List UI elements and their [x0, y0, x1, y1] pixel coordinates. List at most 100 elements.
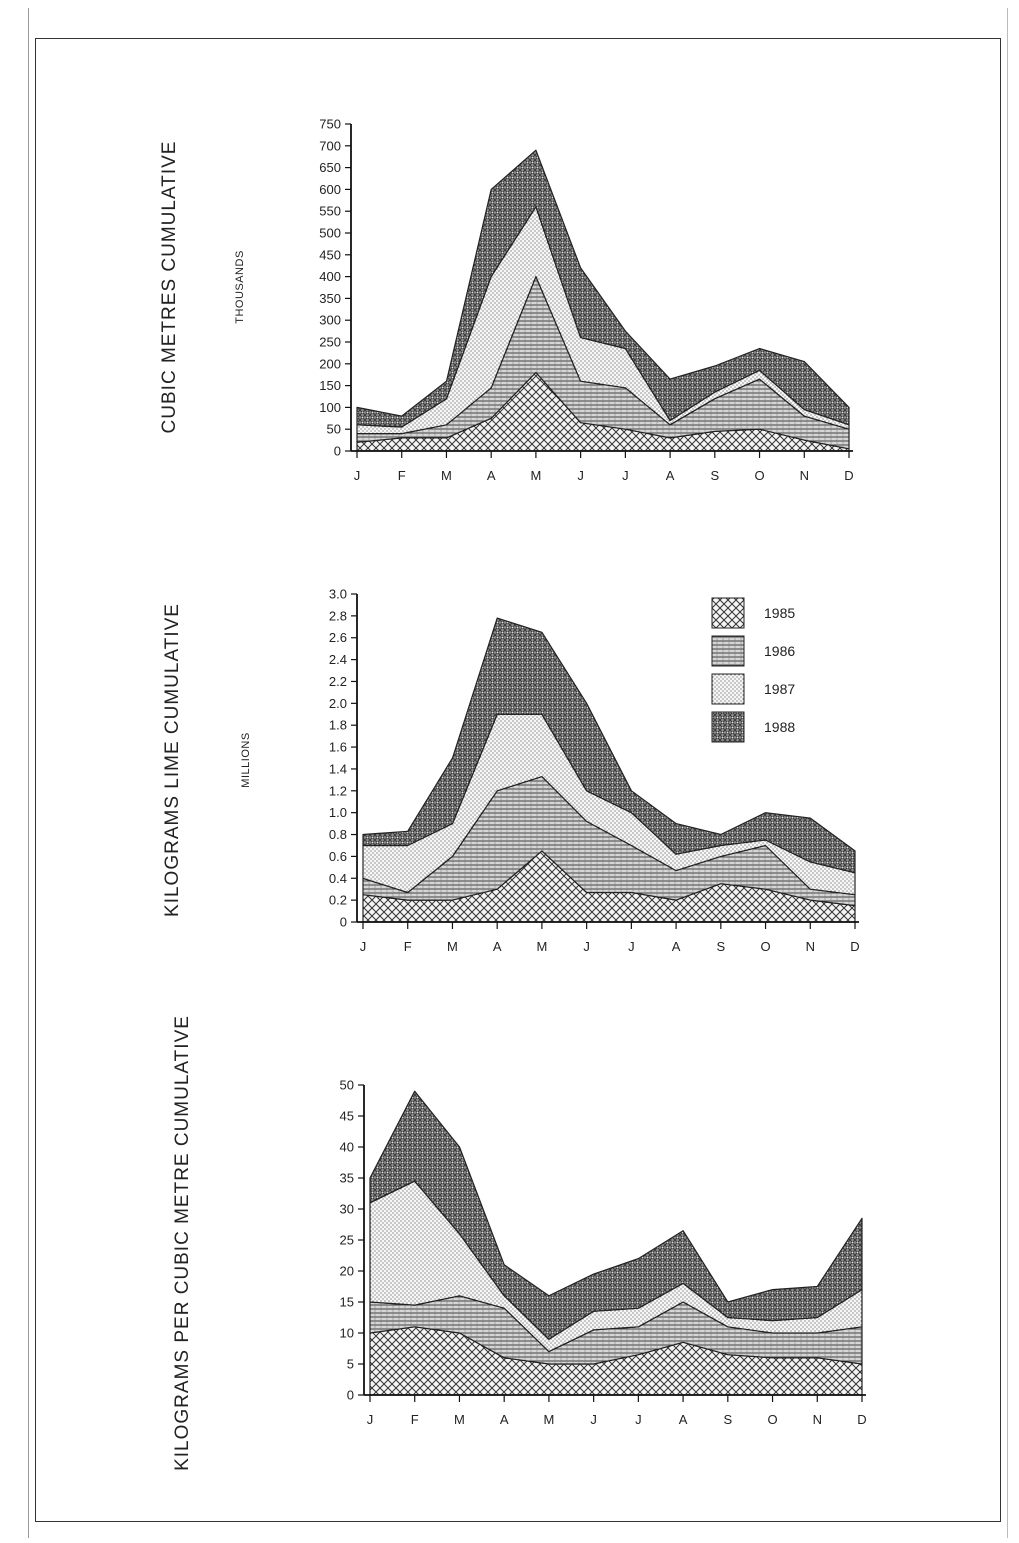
y-axis-title: CUBIC METRES CUMULATIVE — [159, 141, 180, 434]
y-tick-label: 700 — [319, 138, 341, 153]
y-tick-label: 300 — [319, 313, 341, 328]
y-tick-label: 1.6 — [329, 740, 347, 755]
y-tick-label: 650 — [319, 160, 341, 175]
y-axis-title: KILOGRAMS PER CUBIC METRE CUMULATIVE — [172, 1015, 193, 1471]
y-tick-label: 0 — [340, 915, 347, 930]
y-tick-label: 25 — [340, 1233, 354, 1248]
x-tick-label: J — [354, 468, 361, 483]
x-tick-label: N — [800, 468, 809, 483]
y-tick-label: 35 — [340, 1171, 354, 1186]
y-tick-label: 100 — [319, 400, 341, 415]
x-tick-label: N — [813, 1412, 822, 1427]
y-tick-label: 15 — [340, 1295, 354, 1310]
y-tick-label: 2.0 — [329, 696, 347, 711]
x-tick-label: A — [500, 1412, 509, 1427]
legend-label-1987: 1987 — [764, 681, 795, 697]
y-tick-label: 30 — [340, 1202, 354, 1217]
y-tick-label: 20 — [340, 1264, 354, 1279]
y-tick-label: 350 — [319, 291, 341, 306]
legend-label-1988: 1988 — [764, 719, 795, 735]
legend-label-1985: 1985 — [764, 605, 795, 621]
chart-cubic-metres: 0 50 100 150 200 250 300 350 400 450 500 550 600 650 7… — [159, 117, 854, 484]
y-tick-label: 1.8 — [329, 718, 347, 733]
x-tick-label: J — [590, 1412, 597, 1427]
chart-kilograms-per-cubic-metre: 0 5 10 15 20 25 30 35 40 45 50 J F M A M J J A S O N D KILOGRAM… — [172, 1015, 867, 1471]
area-series-1988 — [356, 149, 850, 428]
area-series-1988 — [369, 1090, 863, 1340]
x-tick-label: F — [404, 939, 412, 954]
y-tick-label: 0 — [347, 1388, 354, 1403]
x-tick-label: M — [441, 468, 452, 483]
y-tick-label: 50 — [340, 1078, 354, 1093]
y-tick-label: 2.4 — [329, 652, 347, 667]
y-tick-label: 0.8 — [329, 827, 347, 842]
y-axis-unit: MILLIONS — [240, 732, 252, 787]
legend-swatch-1986 — [711, 635, 745, 667]
x-tick-label: O — [754, 468, 764, 483]
y-tick-label: 5 — [347, 1357, 354, 1372]
legend-swatch-1988 — [711, 711, 745, 743]
legend: 1985 1986 1987 1988 — [711, 597, 795, 743]
y-tick-label: 10 — [340, 1326, 354, 1341]
y-tick-label: 0.6 — [329, 849, 347, 864]
x-tick-label: A — [666, 468, 675, 483]
figure-frame — [35, 38, 1001, 1522]
x-tick-label: A — [487, 468, 496, 483]
y-tick-label: 750 — [319, 117, 341, 132]
x-tick-label: A — [672, 939, 681, 954]
y-tick-label: 1.0 — [329, 805, 347, 820]
x-tick-label: M — [536, 939, 547, 954]
x-tick-label: S — [723, 1412, 732, 1427]
legend-swatch-1985 — [711, 597, 745, 629]
x-tick-label: J — [628, 939, 635, 954]
y-tick-label: 0.4 — [329, 871, 347, 886]
x-tick-label: A — [679, 1412, 688, 1427]
y-tick-label: 1.4 — [329, 761, 347, 776]
x-tick-label: M — [447, 939, 458, 954]
y-tick-label: 150 — [319, 378, 341, 393]
y-tick-label: 200 — [319, 356, 341, 371]
y-tick-label: 40 — [340, 1140, 354, 1155]
x-tick-label: J — [583, 939, 590, 954]
x-tick-label: S — [710, 468, 719, 483]
y-tick-label: 50 — [327, 422, 341, 437]
y-tick-label: 600 — [319, 182, 341, 197]
y-tick-label: 450 — [319, 247, 341, 262]
x-tick-label: A — [493, 939, 502, 954]
x-tick-label: J — [622, 468, 629, 483]
x-tick-label: S — [716, 939, 725, 954]
x-tick-label: J — [577, 468, 584, 483]
x-tick-label: D — [850, 939, 859, 954]
y-tick-label: 0.2 — [329, 893, 347, 908]
x-tick-label: O — [767, 1412, 777, 1427]
x-tick-label: O — [760, 939, 770, 954]
y-tick-label: 2.8 — [329, 608, 347, 623]
legend-swatch-1987 — [711, 673, 745, 705]
x-tick-label: F — [411, 1412, 419, 1427]
chart-kilograms-lime: 0 0.2 0.4 0.6 0.8 1.0 1.2 1.4 1.6 1.8 2.0 2.2 2.4 2.6… — [162, 587, 860, 955]
y-tick-label: 0 — [334, 444, 341, 459]
legend-label-1986: 1986 — [764, 643, 795, 659]
y-tick-label: 1.2 — [329, 783, 347, 798]
x-tick-label: M — [530, 468, 541, 483]
y-tick-label: 550 — [319, 204, 341, 219]
y-tick-label: 2.2 — [329, 674, 347, 689]
x-tick-label: M — [454, 1412, 465, 1427]
y-tick-label: 250 — [319, 335, 341, 350]
y-axis-title: KILOGRAMS LIME CUMULATIVE — [162, 603, 183, 917]
y-tick-label: 2.6 — [329, 630, 347, 645]
x-tick-label: D — [857, 1412, 866, 1427]
x-tick-label: D — [844, 468, 853, 483]
y-tick-label: 45 — [340, 1109, 354, 1124]
x-tick-label: J — [367, 1412, 374, 1427]
x-tick-label: F — [398, 468, 406, 483]
x-tick-label: J — [635, 1412, 642, 1427]
area-series-1988 — [362, 617, 856, 874]
y-axis-unit: THOUSANDS — [234, 250, 246, 324]
y-tick-label: 3.0 — [329, 587, 347, 602]
page-edge — [28, 8, 1008, 1538]
x-tick-label: J — [360, 939, 367, 954]
x-tick-label: N — [806, 939, 815, 954]
y-tick-label: 400 — [319, 269, 341, 284]
